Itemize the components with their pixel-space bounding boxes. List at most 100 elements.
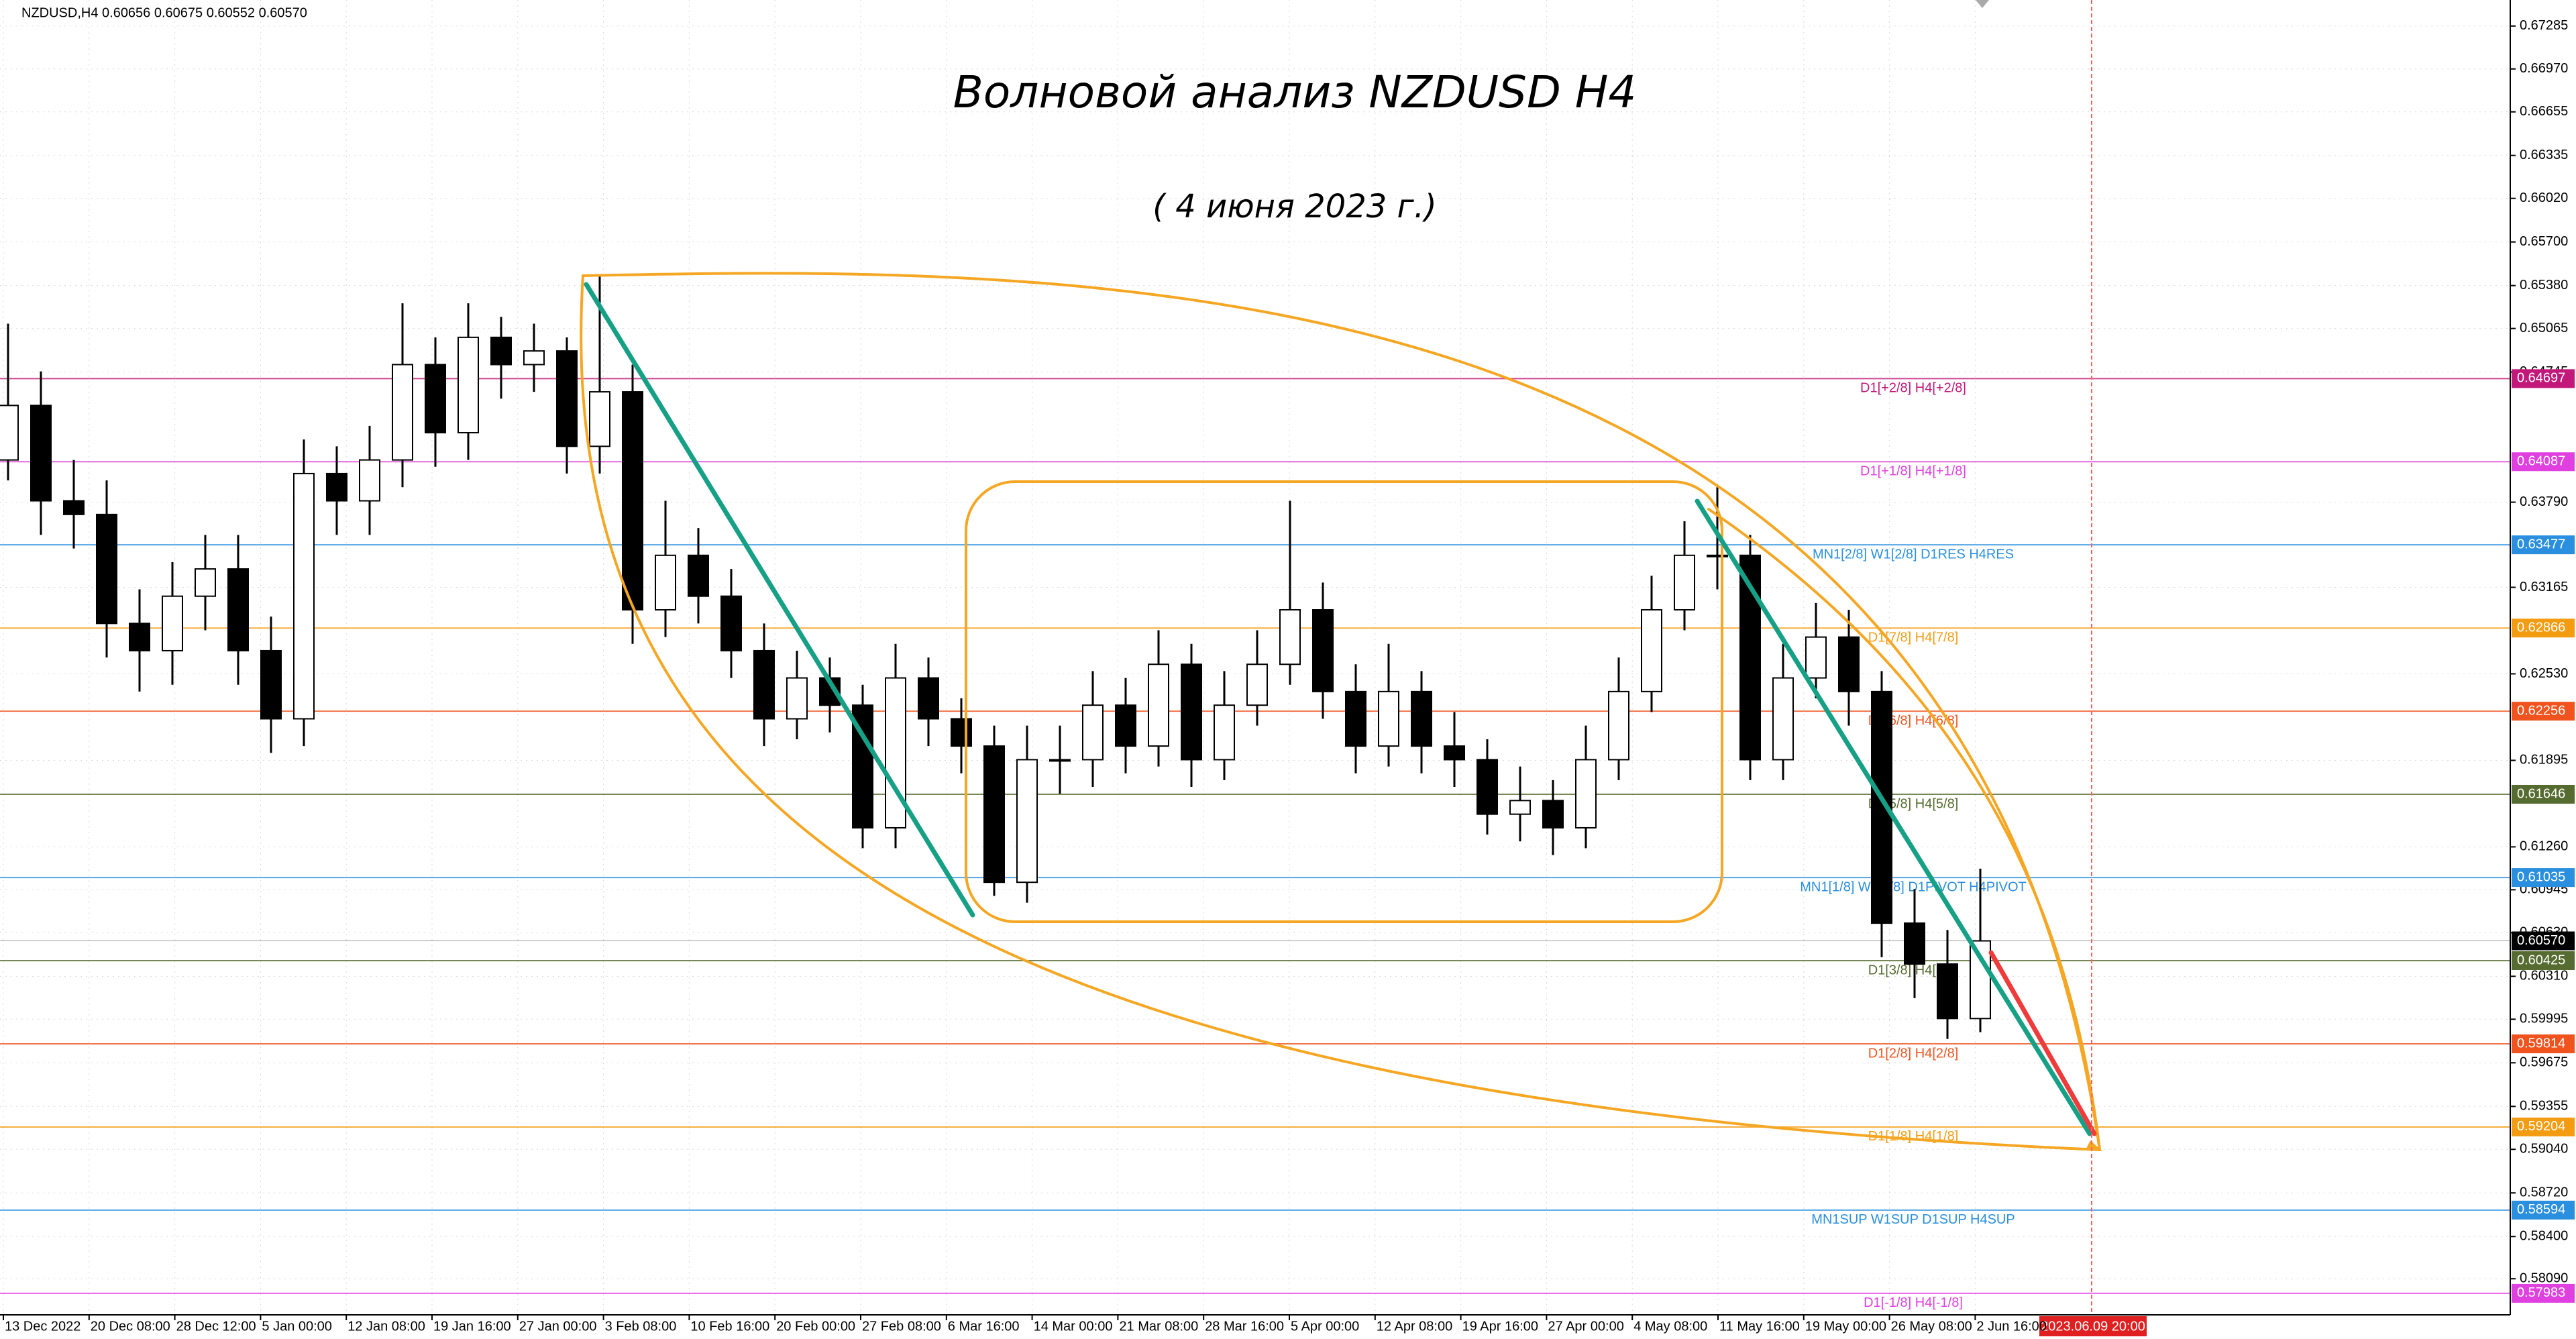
- y-tick-label: 0.59675: [2520, 1055, 2568, 1070]
- x-tick-label: 19 Apr 16:00: [1462, 1319, 1538, 1334]
- y-tick-label: 0.65700: [2520, 234, 2568, 249]
- candle-body: [0, 405, 19, 461]
- candle-body: [1641, 609, 1662, 692]
- level-price-box: [2512, 619, 2575, 638]
- wave-arc: [1707, 508, 2101, 1151]
- range-box: [965, 480, 1723, 923]
- x-tick-label: 20 Dec 08:00: [91, 1319, 170, 1334]
- level-label: D1[2/8] H4[2/8]: [1868, 1046, 1959, 1061]
- chart-title: Волновой анализ NZDUSD H4: [953, 66, 1637, 118]
- candle-body: [1312, 609, 1334, 692]
- candle-body: [523, 350, 545, 366]
- wave-arc: [580, 274, 2101, 1151]
- candle-body: [260, 649, 282, 720]
- x-tick-label: 2 Jun 16:00: [1976, 1319, 2047, 1334]
- level-price-box: [2512, 452, 2575, 472]
- levels: D1[+2/8] H4[+2/8] D1[+1/8] H4[+1/8] MN1[2/…: [0, 378, 2510, 1310]
- y-tick-label: 0.66970: [2520, 61, 2568, 76]
- wave-arc: [582, 272, 2101, 1151]
- x-tick-label: 5 Jan 00:00: [262, 1319, 332, 1334]
- chart-subtitle: ( 4 июня 2023 г.): [1152, 188, 1437, 225]
- candle-body: [1838, 636, 1860, 692]
- candle-body: [129, 623, 150, 651]
- level-price-box: [2512, 1283, 2575, 1303]
- candle-body: [1444, 745, 1465, 761]
- trend-line: [584, 282, 975, 918]
- y-tick-label: 0.59995: [2520, 1012, 2568, 1026]
- x-tick-label: 27 Feb 08:00: [862, 1319, 941, 1334]
- candle-body: [326, 472, 347, 502]
- level-label: MN1[2/8] W1[2/8] D1RES H4RES: [1813, 547, 2014, 561]
- x-tick-label: 19 May 00:00: [1805, 1319, 1886, 1334]
- candle-body: [1575, 759, 1597, 828]
- x-tick-label: 13 Dec 2022: [5, 1319, 80, 1334]
- y-tick-label: 0.65065: [2520, 321, 2568, 335]
- arrow-head: [2086, 1140, 2102, 1151]
- candle-body: [1214, 704, 1235, 761]
- candle-body: [359, 459, 380, 502]
- candle-body: [293, 472, 315, 720]
- candle-body: [1378, 690, 1399, 747]
- candle-body: [195, 568, 216, 597]
- candle-body: [1805, 636, 1827, 679]
- shift-marker: [1976, 0, 1989, 8]
- level-price: 0.57983: [2517, 1285, 2565, 1300]
- candle-body: [655, 554, 676, 611]
- candle-body: [1608, 690, 1629, 761]
- level-price: 0.62256: [2517, 703, 2565, 718]
- candle-body: [951, 718, 972, 747]
- level-label: D1[3/8] H4[3/8]: [1868, 963, 1959, 977]
- time-marker-box: [2039, 1316, 2147, 1336]
- candle-body: [622, 391, 643, 611]
- x-tick-label: 14 Mar 00:00: [1034, 1319, 1113, 1334]
- x-tick-label: 26 May 08:00: [1891, 1319, 1972, 1334]
- y-tick-label: 0.65380: [2520, 278, 2568, 292]
- candle-body: [1904, 922, 1925, 965]
- candle-body: [1082, 704, 1104, 761]
- x-tick-label: 27 Apr 00:00: [1548, 1319, 1623, 1334]
- candle-body: [1411, 690, 1432, 747]
- y-tick-label: 0.61895: [2520, 753, 2568, 767]
- candle-body: [589, 391, 610, 447]
- candle-body: [30, 405, 52, 502]
- candle-body: [1181, 663, 1202, 761]
- candle-body: [1707, 554, 1728, 557]
- x-tick-label: 11 May 16:00: [1719, 1319, 1800, 1334]
- x-tick-label: 19 Jan 16:00: [433, 1319, 511, 1334]
- x-tick-label: 21 Mar 08:00: [1119, 1319, 1198, 1334]
- candle-body: [1115, 704, 1136, 747]
- candles: [0, 276, 1991, 1039]
- level-price: 0.59204: [2517, 1119, 2565, 1134]
- candle-body: [1148, 663, 1169, 747]
- level-price-box: [2512, 1117, 2575, 1136]
- y-tick-label: 0.58400: [2520, 1229, 2568, 1244]
- current-price: 0.60570: [2517, 933, 2565, 948]
- candle-body: [227, 568, 249, 651]
- candle-body: [688, 554, 709, 597]
- level-price-box: [2512, 951, 2575, 970]
- y-tick-label: 0.67285: [2520, 18, 2568, 33]
- y-tick-label: 0.66655: [2520, 104, 2568, 119]
- trend-line: [1695, 498, 2092, 1136]
- x-tick-label: 4 May 08:00: [1633, 1319, 1707, 1334]
- x-tick-label: 20 Feb 00:00: [776, 1319, 855, 1334]
- current-price-box: [2512, 931, 2575, 951]
- candle-body: [392, 364, 413, 461]
- level-price: 0.60425: [2517, 953, 2565, 967]
- candle-body: [1246, 663, 1268, 706]
- level-label: MN1[1/8] W1[1/8] D1PIVOT H4PIVOT: [1800, 879, 2027, 894]
- x-tick-label: 27 Jan 00:00: [519, 1319, 597, 1334]
- level-price-box: [2512, 868, 2575, 888]
- x-tick-label: 28 Mar 16:00: [1205, 1319, 1284, 1334]
- header: NZDUSD,H4 0.60656 0.60675 0.60552 0.6057…: [21, 5, 307, 20]
- y-tick-label: 0.58720: [2520, 1185, 2568, 1200]
- level-price: 0.61035: [2517, 869, 2565, 884]
- candle-body: [1772, 677, 1794, 761]
- candle-body: [1509, 800, 1531, 815]
- candle-body: [1674, 554, 1695, 611]
- y-tick-label: 0.63790: [2520, 494, 2568, 509]
- level-price: 0.59814: [2517, 1036, 2565, 1051]
- level-price-box: [2512, 785, 2575, 804]
- candle-body: [1016, 759, 1038, 883]
- candle-body: [1542, 800, 1564, 828]
